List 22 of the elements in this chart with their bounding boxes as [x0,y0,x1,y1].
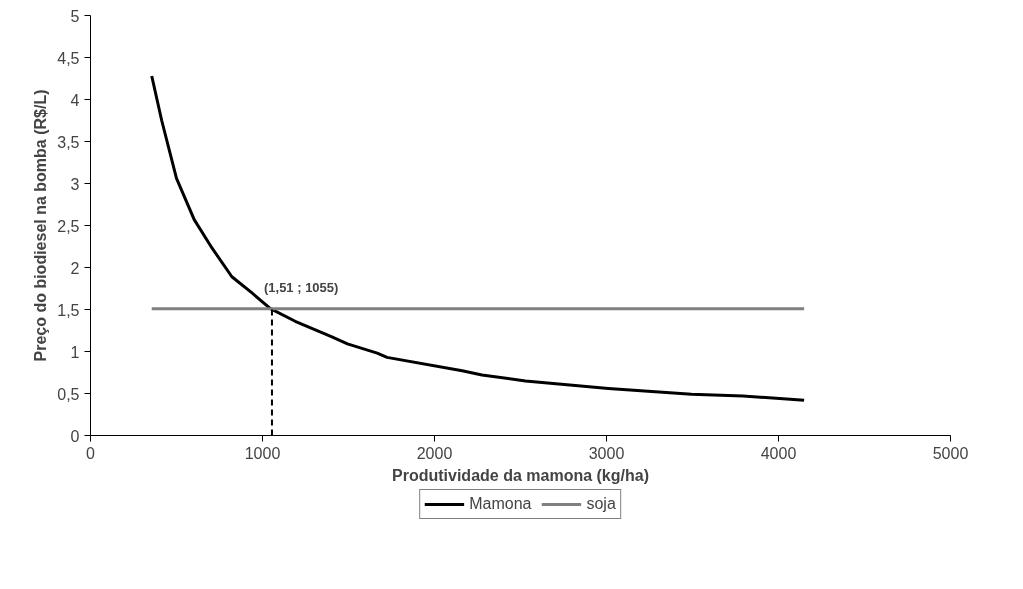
y-tick-label: 0,5 [57,385,80,403]
x-tick-label: 3000 [588,444,625,462]
y-tick-label: 0 [70,427,80,445]
annotation: (1,51 ; 1055) [263,279,339,295]
x-tick-label: 0 [86,444,96,462]
y-tick-label: 5 [70,7,80,25]
x-tick-label: 1000 [244,444,281,462]
legend-label: Mamona [469,495,532,513]
x-tick-label: 2000 [416,444,453,462]
y-tick-label: 1,5 [57,301,80,319]
y-axis-title: Preço do biodiesel na bomba (R$/L) [32,89,50,362]
y-tick-label: 2,5 [57,217,80,235]
x-axis-title: Produtividade da mamona (kg/ha) [392,466,649,484]
y-tick-label: 3 [70,175,80,193]
y-tick-label: 1 [70,343,80,361]
x-tick-label: 4000 [760,444,797,462]
y-tick-label: 2 [70,259,80,277]
y-tick-label: 4,5 [57,49,80,67]
legend-label: soja [586,495,616,513]
x-tick-label: 5000 [932,444,969,462]
y-tick-label: 4 [70,91,80,109]
y-tick-label: 3,5 [57,133,80,151]
